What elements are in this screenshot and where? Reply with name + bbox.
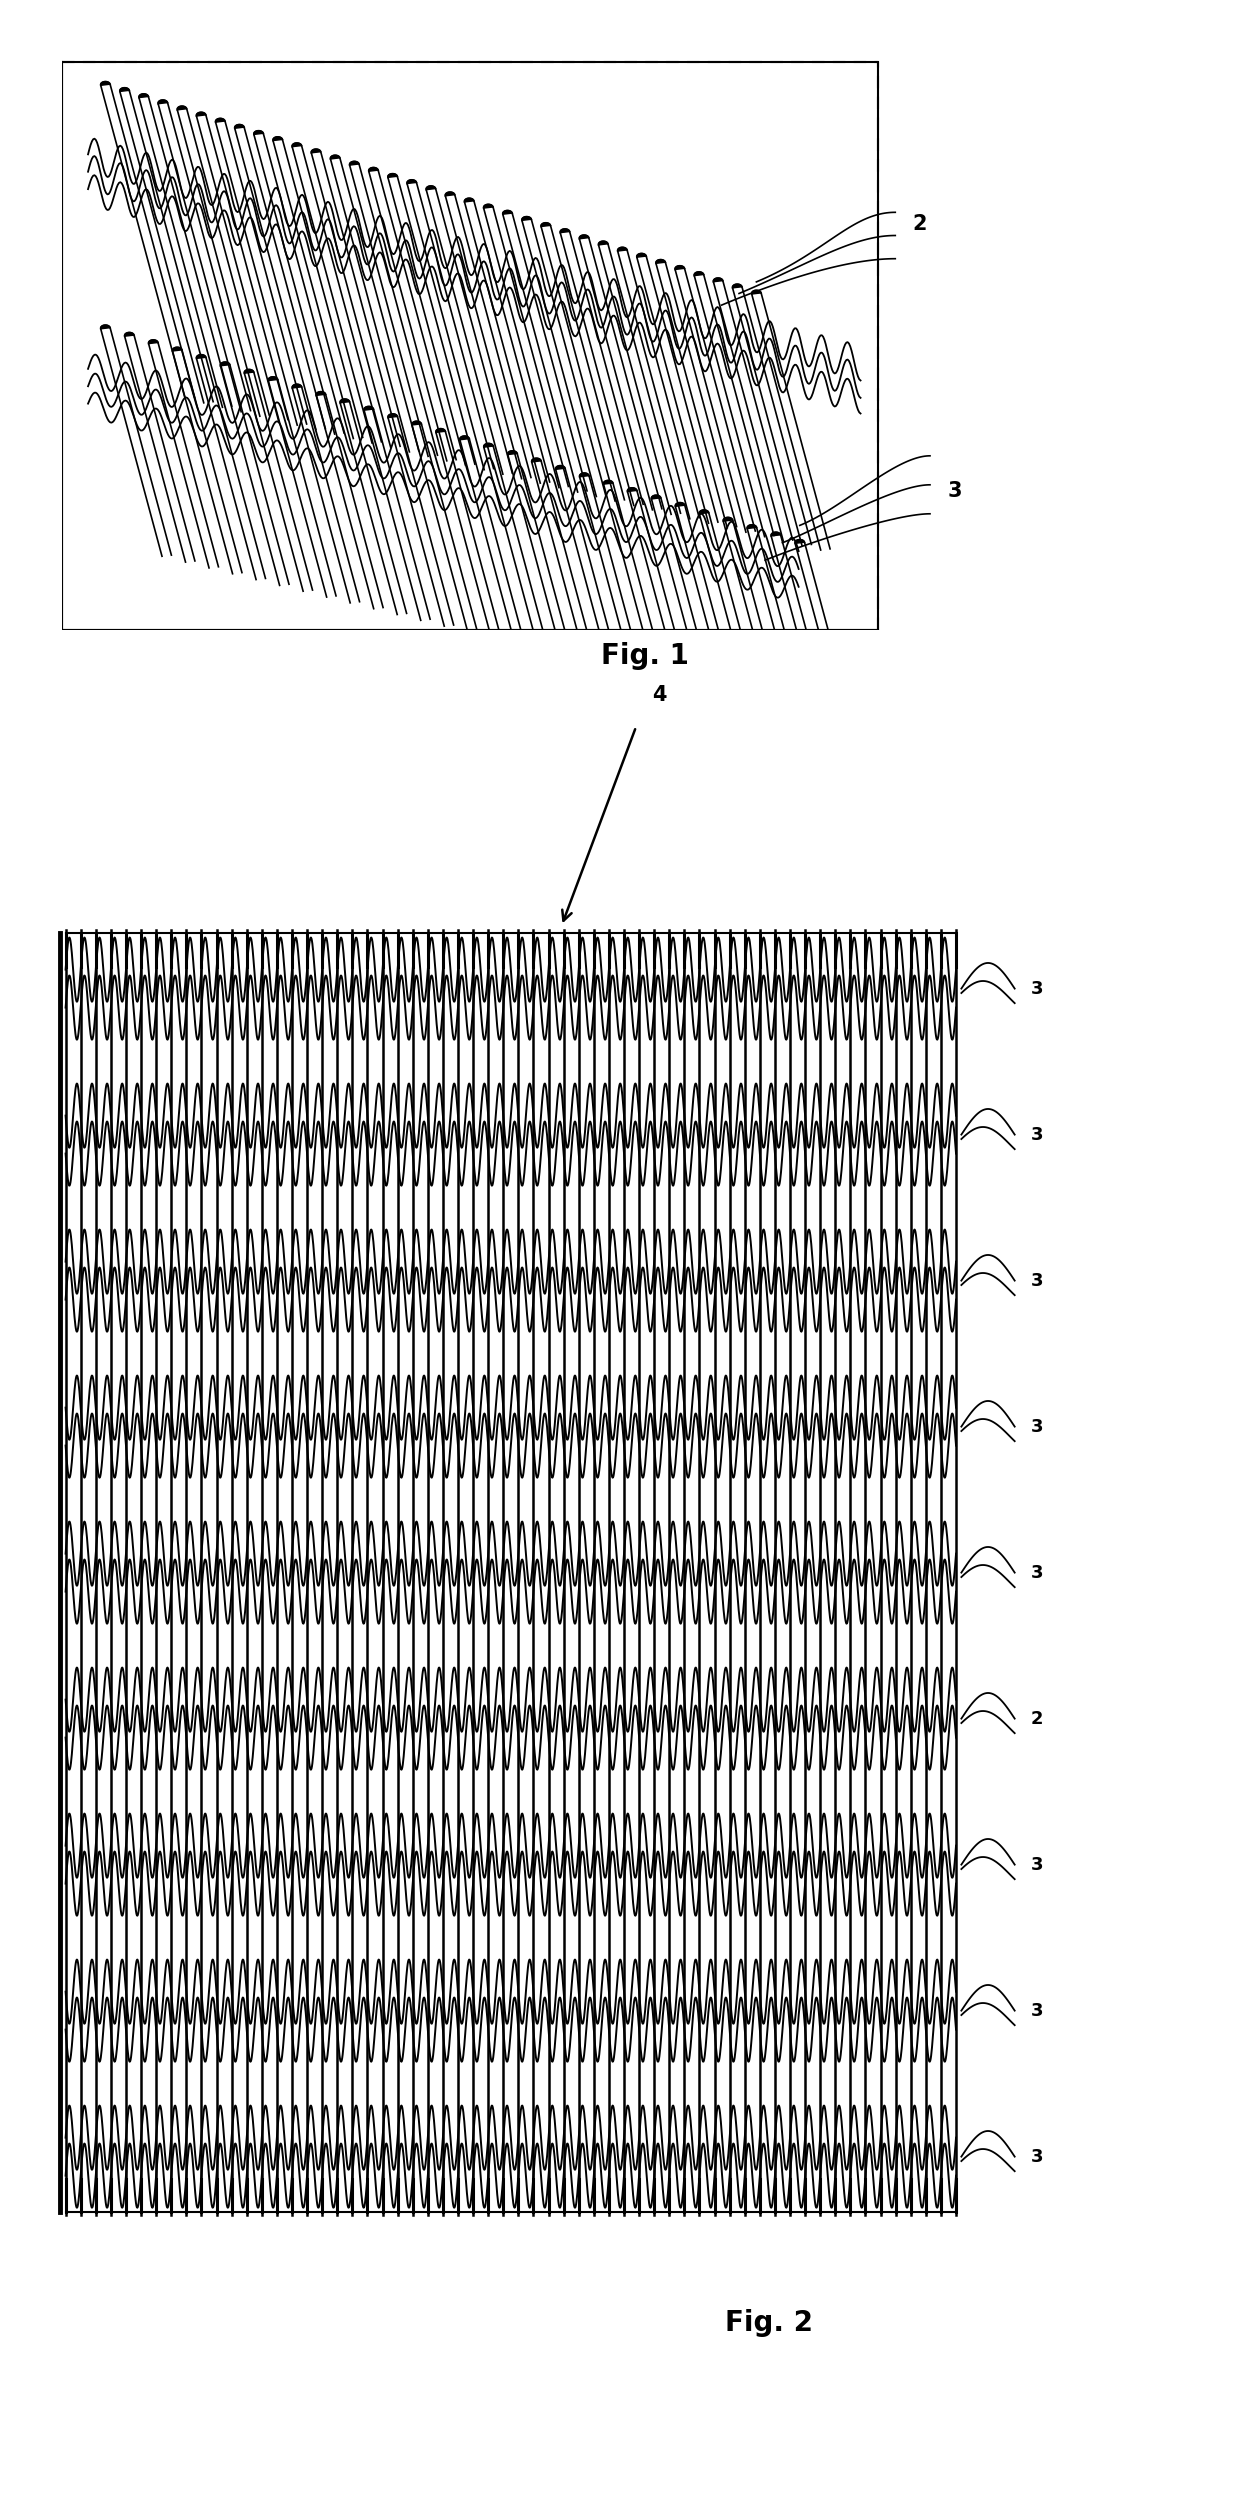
Text: 3: 3 bbox=[1030, 2147, 1043, 2167]
Polygon shape bbox=[795, 540, 805, 542]
Polygon shape bbox=[651, 495, 661, 500]
Polygon shape bbox=[694, 272, 703, 275]
Polygon shape bbox=[273, 137, 283, 140]
Polygon shape bbox=[139, 95, 149, 97]
Polygon shape bbox=[368, 167, 378, 172]
Polygon shape bbox=[507, 450, 517, 455]
Polygon shape bbox=[618, 247, 627, 250]
Polygon shape bbox=[604, 480, 613, 485]
Text: 4: 4 bbox=[652, 685, 667, 705]
Polygon shape bbox=[713, 277, 723, 282]
Polygon shape bbox=[172, 347, 182, 350]
Polygon shape bbox=[293, 142, 301, 147]
Polygon shape bbox=[541, 222, 551, 227]
Polygon shape bbox=[177, 105, 187, 110]
Polygon shape bbox=[484, 442, 494, 447]
Text: 3: 3 bbox=[1030, 1564, 1043, 1582]
Polygon shape bbox=[733, 285, 742, 287]
Polygon shape bbox=[556, 465, 565, 470]
Polygon shape bbox=[427, 185, 435, 190]
Text: 3: 3 bbox=[1030, 1857, 1043, 1874]
Polygon shape bbox=[560, 230, 569, 232]
Polygon shape bbox=[627, 487, 637, 492]
Text: 3: 3 bbox=[1030, 1417, 1043, 1434]
Polygon shape bbox=[268, 377, 278, 380]
Polygon shape bbox=[699, 510, 709, 515]
Polygon shape bbox=[100, 325, 110, 330]
Polygon shape bbox=[579, 472, 589, 477]
Polygon shape bbox=[484, 205, 494, 207]
Text: 2: 2 bbox=[1030, 1709, 1043, 1727]
Polygon shape bbox=[771, 532, 780, 535]
Polygon shape bbox=[157, 100, 167, 105]
Polygon shape bbox=[599, 242, 608, 245]
Polygon shape bbox=[388, 415, 398, 417]
FancyBboxPatch shape bbox=[62, 62, 878, 630]
Text: 3: 3 bbox=[1030, 2002, 1043, 2019]
Polygon shape bbox=[675, 265, 684, 270]
Polygon shape bbox=[465, 197, 474, 202]
Polygon shape bbox=[388, 172, 397, 177]
Polygon shape bbox=[676, 502, 684, 507]
Polygon shape bbox=[254, 130, 263, 135]
Polygon shape bbox=[216, 117, 224, 122]
Polygon shape bbox=[311, 150, 321, 152]
Polygon shape bbox=[522, 217, 531, 220]
Polygon shape bbox=[316, 392, 326, 395]
Polygon shape bbox=[244, 370, 254, 372]
Polygon shape bbox=[751, 290, 761, 295]
Polygon shape bbox=[221, 362, 229, 365]
Polygon shape bbox=[340, 400, 350, 402]
Polygon shape bbox=[502, 210, 512, 215]
Polygon shape bbox=[460, 435, 469, 440]
Text: 3: 3 bbox=[1030, 980, 1043, 997]
Polygon shape bbox=[656, 260, 666, 262]
Polygon shape bbox=[196, 355, 206, 357]
Polygon shape bbox=[637, 252, 646, 257]
Polygon shape bbox=[748, 525, 756, 530]
Polygon shape bbox=[350, 162, 360, 165]
Polygon shape bbox=[330, 155, 340, 160]
Polygon shape bbox=[100, 82, 110, 85]
Text: 3: 3 bbox=[1030, 1125, 1043, 1145]
Polygon shape bbox=[124, 332, 134, 337]
Polygon shape bbox=[435, 430, 445, 432]
Text: 2: 2 bbox=[913, 215, 928, 235]
Polygon shape bbox=[293, 385, 301, 387]
Polygon shape bbox=[365, 407, 373, 410]
Polygon shape bbox=[532, 457, 541, 462]
Polygon shape bbox=[196, 112, 206, 115]
Polygon shape bbox=[234, 125, 244, 127]
Polygon shape bbox=[723, 517, 733, 522]
Text: 3: 3 bbox=[1030, 1272, 1043, 1289]
Polygon shape bbox=[120, 87, 129, 92]
Polygon shape bbox=[579, 235, 589, 240]
Polygon shape bbox=[412, 422, 422, 425]
Polygon shape bbox=[445, 192, 455, 195]
Text: Fig. 1: Fig. 1 bbox=[601, 642, 688, 670]
Text: 3: 3 bbox=[947, 480, 962, 500]
Text: Fig. 2: Fig. 2 bbox=[725, 2309, 812, 2337]
Polygon shape bbox=[407, 180, 417, 182]
Polygon shape bbox=[149, 340, 157, 345]
